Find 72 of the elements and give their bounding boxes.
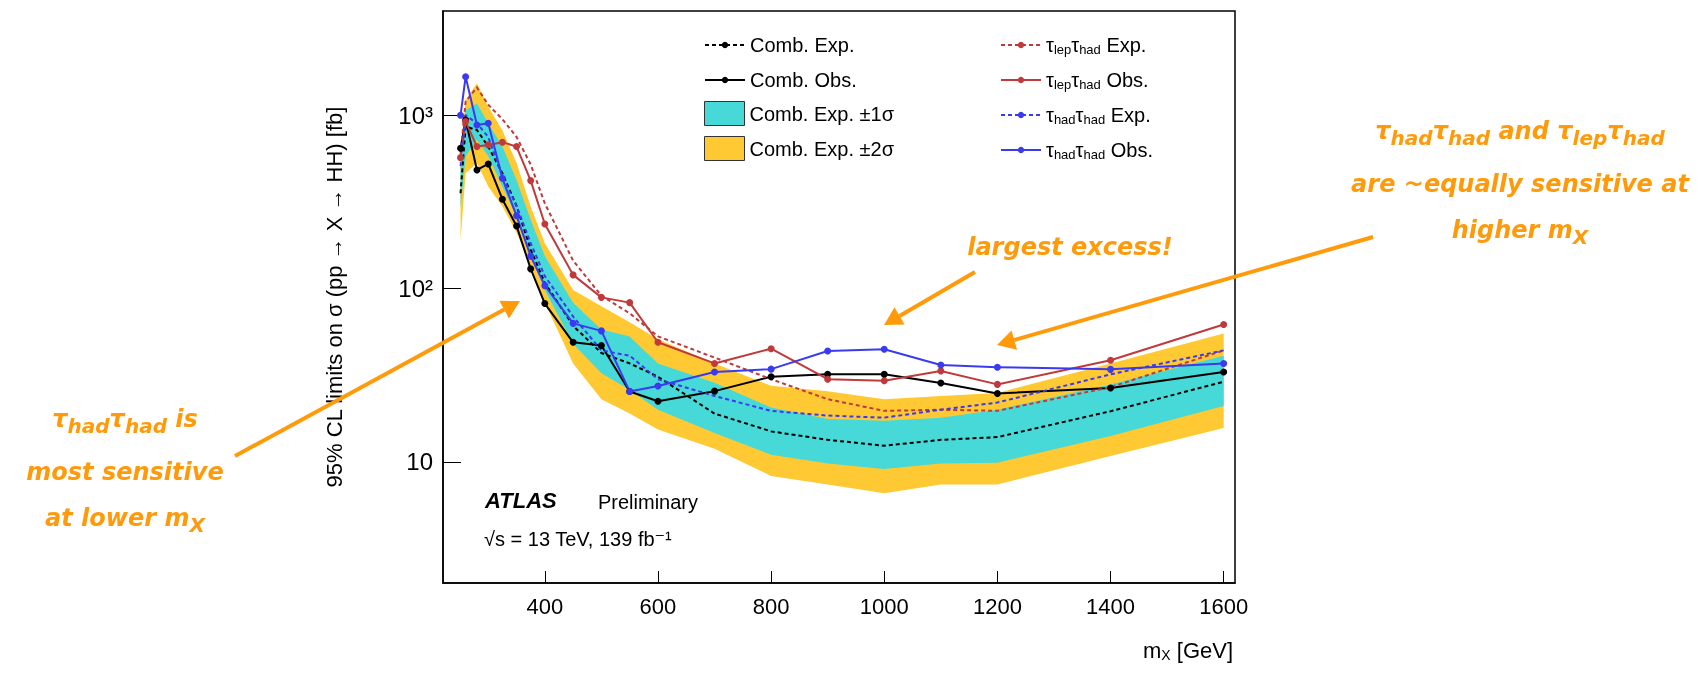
point xyxy=(597,341,605,349)
point xyxy=(513,222,521,230)
legend-label: Comb. Obs. xyxy=(750,69,857,91)
x-tick-label: 1000 xyxy=(859,593,909,619)
point xyxy=(457,144,465,152)
point xyxy=(597,327,605,335)
point xyxy=(541,300,549,308)
point xyxy=(937,361,945,369)
x-tick-label: 1400 xyxy=(1086,593,1136,619)
point xyxy=(626,299,634,307)
y-tick-label: 10² xyxy=(398,275,434,303)
x-tick-label: 400 xyxy=(526,593,564,619)
point xyxy=(654,397,662,405)
point xyxy=(457,111,465,119)
point xyxy=(1220,368,1228,376)
point xyxy=(569,338,577,346)
point xyxy=(654,338,662,346)
legend-label: Comb. Exp. ±2σ xyxy=(749,137,895,160)
point xyxy=(484,141,492,149)
x-tick-label: 600 xyxy=(639,593,677,619)
point xyxy=(473,143,481,151)
legend-label: Comb. Exp. ±1σ xyxy=(749,102,895,125)
point xyxy=(569,271,577,279)
point xyxy=(880,370,888,378)
point xyxy=(1220,359,1228,367)
point xyxy=(513,143,521,151)
point xyxy=(527,265,535,273)
annotation: Preliminary xyxy=(598,490,699,514)
annotation: √s = 13 TeV, 139 fb⁻¹ xyxy=(484,527,672,551)
point xyxy=(462,73,470,81)
point xyxy=(937,379,945,387)
point xyxy=(457,154,465,162)
point xyxy=(498,195,506,203)
point xyxy=(880,377,888,385)
point xyxy=(597,293,605,301)
point xyxy=(880,345,888,353)
point xyxy=(498,174,506,182)
point xyxy=(541,282,549,290)
point xyxy=(711,359,719,367)
point xyxy=(767,365,775,373)
text: τ$_{had}$τ$_{had}$ and τ$_{lep}$τ$_{had}$ are ~equally sensitive at higher m$_{X}$ xyxy=(1351,117,1689,249)
point xyxy=(527,177,535,185)
point xyxy=(1107,384,1115,392)
point xyxy=(484,119,492,127)
point xyxy=(1107,356,1115,364)
point xyxy=(513,212,521,220)
point xyxy=(527,252,535,260)
point xyxy=(993,363,1001,371)
x-tick-label: 1600 xyxy=(1199,593,1249,619)
point xyxy=(767,345,775,353)
point xyxy=(993,390,1001,398)
annotation: ATLAS xyxy=(485,488,557,513)
x-tick-label: 800 xyxy=(752,593,790,619)
point xyxy=(711,387,719,395)
point xyxy=(1220,321,1228,329)
x-tick-label: 1200 xyxy=(972,593,1022,619)
point xyxy=(484,160,492,168)
point xyxy=(541,220,549,228)
text: τ$_{had}$τ$_{had}$ is most sensitive at lower m$_{X}$ xyxy=(25,404,225,539)
point xyxy=(498,138,506,146)
point xyxy=(824,347,832,355)
point xyxy=(824,375,832,383)
y-tick-label: 10³ xyxy=(398,101,434,129)
point xyxy=(993,380,1001,388)
point xyxy=(711,368,719,376)
point xyxy=(569,319,577,327)
point xyxy=(767,373,775,381)
x-axis-title: mX [GeV] xyxy=(1143,637,1234,663)
annotation: largest excess! xyxy=(966,232,1174,263)
legend-label: Comb. Exp. xyxy=(750,34,855,56)
y-tick-label: 10 xyxy=(406,448,433,476)
point xyxy=(1107,365,1115,373)
